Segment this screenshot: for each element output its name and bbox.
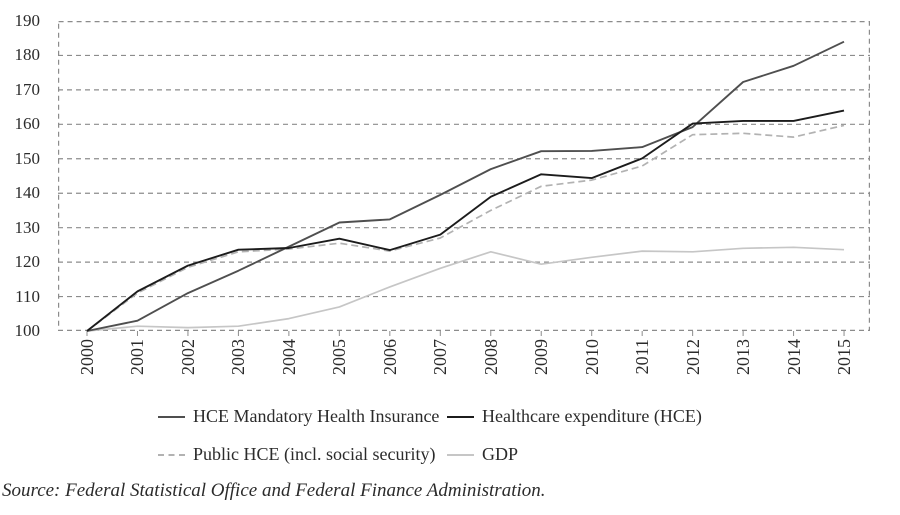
- y-tick-label: 180: [14, 45, 41, 65]
- x-tick-label: 2008: [480, 339, 501, 375]
- legend-label: Healthcare expenditure (HCE): [482, 406, 702, 426]
- y-tick-label: 120: [14, 252, 41, 272]
- y-tick-label: 130: [14, 217, 41, 237]
- y-tick-label: 110: [15, 286, 40, 306]
- legend-line-swatch: [158, 415, 185, 418]
- x-tick-label: 2009: [531, 339, 552, 375]
- y-tick-label: 160: [14, 114, 41, 134]
- x-tick-label: 2007: [430, 339, 451, 375]
- x-tick-label: 2013: [733, 339, 754, 375]
- y-tick-label: 140: [14, 183, 41, 203]
- legend-item: HCE Mandatory Health Insurance: [158, 406, 447, 427]
- legend-line-swatch: [447, 453, 474, 456]
- x-tick-label: 2003: [228, 339, 249, 375]
- legend-label: Public HCE (incl. social security): [193, 444, 436, 464]
- x-tick-label: 2002: [177, 339, 198, 375]
- series-line-4: [86, 246, 845, 332]
- legend: HCE Mandatory Health Insurance Healthcare…: [158, 406, 758, 465]
- x-tick-label: 2000: [77, 339, 97, 375]
- plot-area: [58, 21, 870, 336]
- x-tick-label: 2005: [329, 339, 350, 375]
- x-tick-label: 2014: [783, 339, 804, 375]
- y-tick-label: 100: [14, 321, 41, 340]
- series-line-3: [86, 124, 845, 332]
- x-tick-label: 2010: [581, 339, 602, 375]
- plot-border: [58, 21, 870, 331]
- source-note: Source: Federal Statistical Office and F…: [2, 480, 546, 501]
- line-chart: [58, 21, 870, 336]
- y-tick-label: 150: [14, 148, 41, 168]
- legend-label: HCE Mandatory Health Insurance: [193, 406, 440, 426]
- y-tick-label: 170: [14, 79, 41, 99]
- legend-label: GDP: [482, 444, 519, 464]
- x-tick-label: 2001: [127, 339, 148, 375]
- legend-line-swatch: [158, 453, 185, 456]
- x-tick-label: 2012: [682, 339, 703, 375]
- y-tick-label: 190: [14, 11, 41, 30]
- x-tick-label: 2011: [632, 339, 653, 375]
- series-line-1: [86, 40, 845, 332]
- legend-line-swatch: [447, 415, 474, 418]
- x-tick-label: 2015: [834, 339, 855, 375]
- legend-item: Healthcare expenditure (HCE): [447, 406, 758, 427]
- legend-item: Public HCE (incl. social security): [158, 444, 447, 465]
- legend-item: GDP: [447, 444, 758, 465]
- x-tick-label: 2006: [379, 339, 400, 375]
- x-tick-label: 2004: [278, 339, 299, 375]
- series-line-2: [86, 109, 845, 332]
